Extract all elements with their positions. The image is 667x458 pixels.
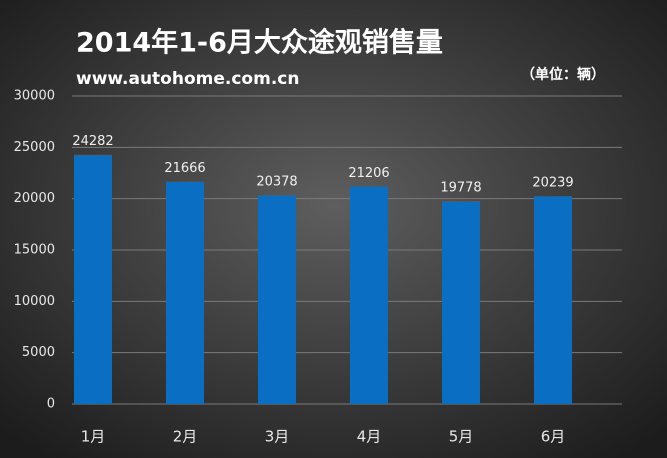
value-label: 20239: [532, 176, 573, 191]
bar: [74, 154, 112, 404]
bar: [166, 181, 204, 404]
x-tick-label: 3月: [265, 428, 290, 446]
bar: [258, 194, 296, 404]
y-tick-label: 0: [47, 397, 55, 412]
chart-title: 2014年1-6月大众途观销售量: [76, 27, 443, 59]
value-label: 24282: [72, 134, 113, 149]
y-tick-label: 15000: [14, 243, 55, 258]
x-tick-label: 2月: [173, 428, 198, 446]
value-label: 20378: [256, 174, 297, 189]
x-tick-label: 5月: [449, 428, 474, 446]
value-label: 21206: [348, 166, 389, 181]
bar: [442, 200, 480, 404]
unit-note: （单位：辆）: [521, 66, 605, 83]
bar: [534, 196, 572, 404]
value-label: 21666: [164, 161, 205, 176]
x-tick-label: 4月: [357, 428, 382, 446]
x-tick-label: 1月: [81, 428, 106, 446]
value-label: 19778: [440, 180, 481, 195]
bar: [350, 186, 388, 404]
x-tick-label: 6月: [541, 428, 566, 446]
y-tick-label: 30000: [14, 89, 55, 104]
subtitle: www.autohome.com.cn: [76, 69, 299, 89]
y-tick-label: 25000: [14, 140, 55, 155]
y-tick-label: 10000: [14, 294, 55, 309]
y-tick-label: 20000: [14, 191, 55, 206]
y-tick-label: 5000: [22, 345, 55, 360]
